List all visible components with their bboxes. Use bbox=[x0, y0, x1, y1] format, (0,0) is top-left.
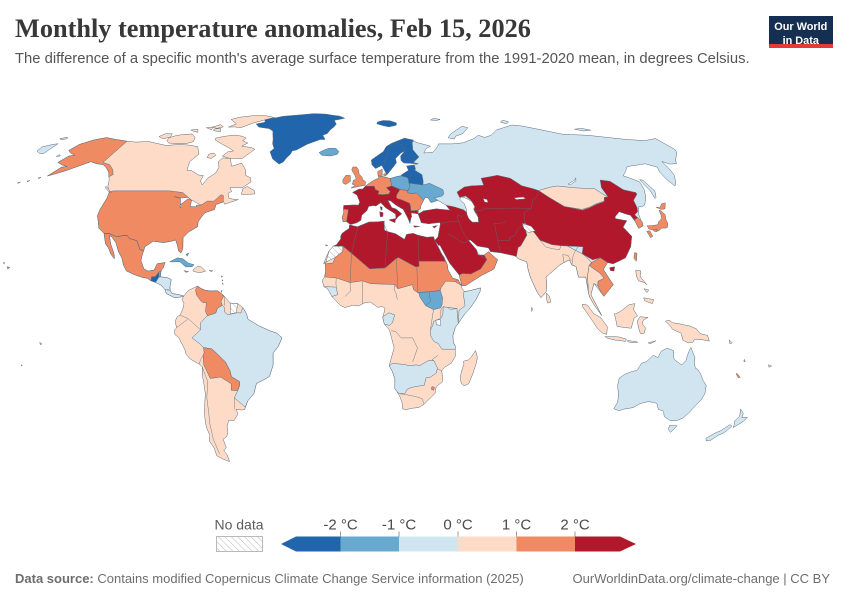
svg-text:0 °C: 0 °C bbox=[443, 517, 473, 534]
svg-text:-1 °C: -1 °C bbox=[382, 517, 417, 534]
svg-text:2 °C: 2 °C bbox=[560, 517, 590, 534]
svg-text:No data: No data bbox=[214, 517, 263, 533]
svg-text:-2 °C: -2 °C bbox=[323, 517, 358, 534]
svg-text:1 °C: 1 °C bbox=[502, 517, 532, 534]
